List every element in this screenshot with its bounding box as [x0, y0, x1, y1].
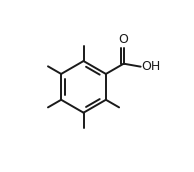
Text: OH: OH — [142, 60, 161, 73]
Text: O: O — [119, 33, 129, 46]
